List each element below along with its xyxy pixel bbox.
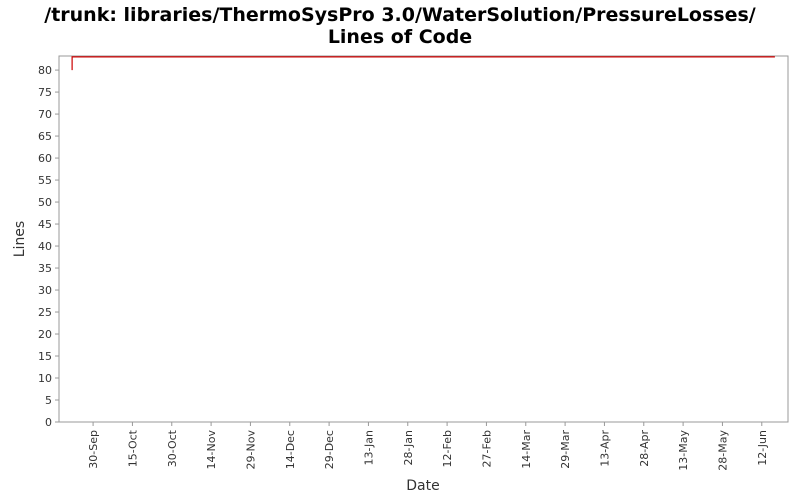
x-tick-label: 13-Jan (362, 430, 375, 466)
chart-title: Lines of Code (328, 26, 472, 48)
x-tick-label: 30-Sep (87, 430, 100, 469)
x-tick-label: 29-Dec (323, 430, 336, 469)
y-tick-label: 5 (45, 394, 52, 407)
y-tick-label: 30 (38, 284, 52, 297)
plot-area (58, 55, 789, 423)
y-tick-label: 50 (38, 196, 52, 209)
y-tick-label: 15 (38, 350, 52, 363)
x-tick-label: 12-Jun (756, 430, 769, 466)
x-tick-label: 14-Mar (520, 430, 533, 469)
x-tick-label: 27-Feb (480, 430, 493, 467)
x-tick-label: 12-Feb (441, 430, 454, 467)
chart-title: /trunk: libraries/ThermoSysPro 3.0/Water… (44, 4, 756, 26)
y-tick-label: 55 (38, 174, 52, 187)
x-tick-label: 14-Dec (284, 430, 297, 469)
x-tick-label: 29-Nov (244, 430, 257, 470)
y-tick-label: 35 (38, 262, 52, 275)
y-tick-label: 40 (38, 240, 52, 253)
x-tick-label: 13-Apr (598, 430, 611, 467)
x-tick-label: 28-Apr (638, 430, 651, 467)
y-tick-label: 75 (38, 86, 52, 99)
x-tick-label: 29-Mar (559, 430, 572, 469)
data-line (71, 56, 775, 71)
y-tick-label: 65 (38, 130, 52, 143)
y-tick-label: 0 (45, 416, 52, 429)
y-tick-label: 25 (38, 306, 52, 319)
x-tick-label: 28-Jan (402, 430, 415, 466)
x-tick-label: 13-May (677, 430, 690, 471)
y-tick-label: 60 (38, 152, 52, 165)
x-tick-label: 14-Nov (205, 430, 218, 470)
y-tick-label: 20 (38, 328, 52, 341)
x-axis-label: Date (406, 478, 439, 494)
y-tick-label: 10 (38, 372, 52, 385)
x-tick-label: 15-Oct (126, 429, 139, 467)
y-tick-label: 45 (38, 218, 52, 231)
y-tick-label: 70 (38, 108, 52, 121)
x-tick-label: 28-May (716, 430, 729, 471)
x-tick-label: 30-Oct (166, 429, 179, 467)
y-axis-label: Lines (12, 221, 28, 257)
y-tick-label: 80 (38, 64, 52, 77)
